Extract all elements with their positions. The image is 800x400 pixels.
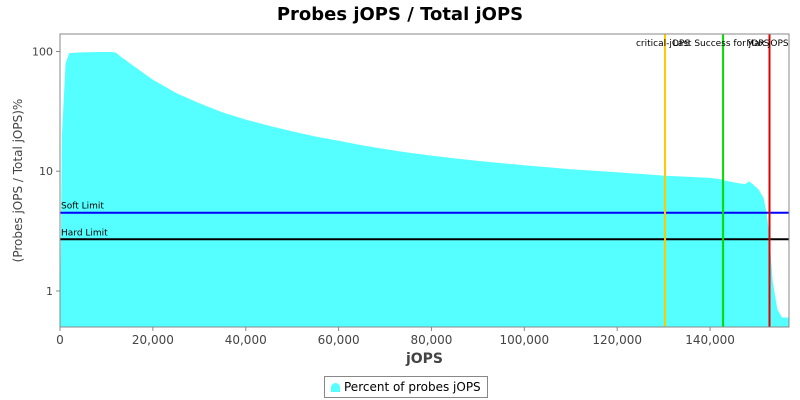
- x-tick-label: 140,000: [685, 333, 735, 347]
- reference-label: Max jOPS: [746, 39, 788, 49]
- y-tick-label: 1: [46, 285, 53, 298]
- x-tick-label: 100,000: [500, 333, 550, 347]
- reference-label: Hard Limit: [61, 228, 108, 238]
- x-axis-title: jOPS: [405, 351, 443, 367]
- legend: Percent of probes jOPS: [324, 376, 488, 398]
- x-tick-label: 20,000: [132, 333, 174, 347]
- legend-label: Percent of probes jOPS: [344, 380, 481, 394]
- x-tick-label: 120,000: [592, 333, 642, 347]
- y-tick-label: 10: [39, 165, 53, 178]
- y-axis-title: (Probes jOPS / Total jOPS)%: [11, 99, 25, 263]
- legend-swatch: [331, 382, 340, 392]
- x-tick-label: 60,000: [318, 333, 360, 347]
- chart-title: Probes jOPS / Total jOPS: [276, 4, 524, 25]
- reference-label: critical-jOPS: [636, 39, 690, 49]
- x-tick-label: 0: [56, 333, 64, 347]
- y-tick-label: 100: [32, 45, 53, 58]
- x-tick-label: 80,000: [410, 333, 452, 347]
- series-area-probes-jops: [60, 52, 789, 327]
- reference-label: Soft Limit: [61, 202, 104, 212]
- reference-label: Last Success for jOPS: [673, 39, 770, 49]
- x-tick-label: 40,000: [225, 333, 267, 347]
- plot-frame: [59, 33, 790, 328]
